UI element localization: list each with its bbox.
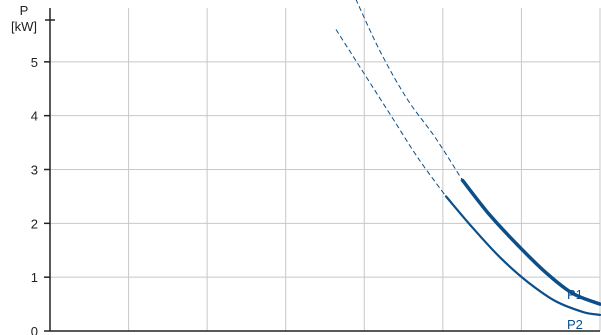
y-axis-title: P xyxy=(20,3,29,18)
y-tick-label: 1 xyxy=(31,270,38,285)
y-tick-label: 0 xyxy=(31,324,38,335)
y-tick-label: 2 xyxy=(31,216,38,231)
grid xyxy=(50,8,601,331)
series-p2: P2 xyxy=(335,29,601,332)
series-p1-dashed-line xyxy=(355,0,463,181)
y-tick-label: 3 xyxy=(31,163,38,178)
series-p2-solid-line xyxy=(444,195,601,316)
y-axis-unit: [kW] xyxy=(11,19,37,34)
y-ticks: 0 1 2 3 4 5 xyxy=(31,55,50,335)
y-tick-label: 5 xyxy=(31,55,38,70)
series-label-p2: P2 xyxy=(567,317,583,332)
series-p2-dashed-line xyxy=(335,29,447,197)
y-tick-label: 4 xyxy=(31,109,38,124)
series-p1-solid-line xyxy=(460,178,601,306)
series-p1: P1 xyxy=(355,0,601,306)
series-group: P1 P2 xyxy=(335,0,601,332)
series-label-p1: P1 xyxy=(567,287,583,302)
